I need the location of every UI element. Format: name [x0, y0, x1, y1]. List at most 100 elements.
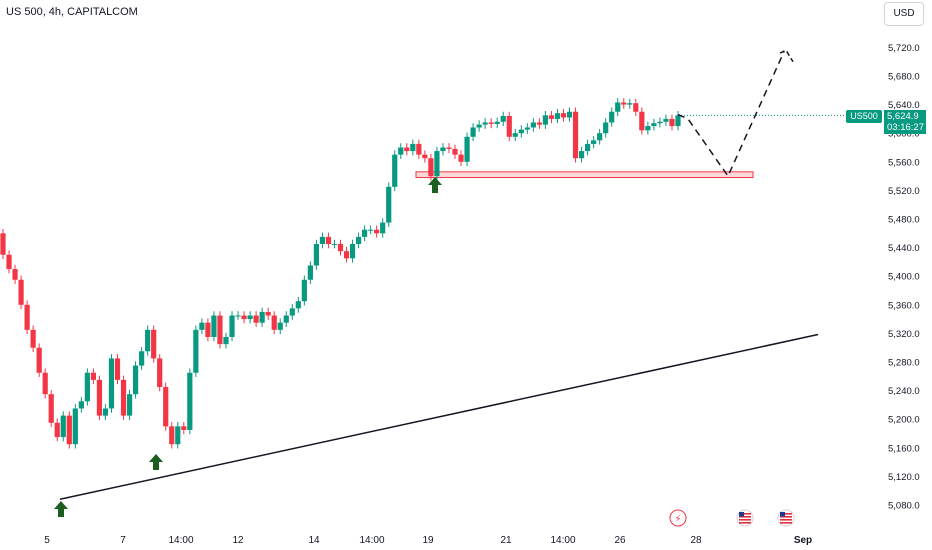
candle-body — [72, 408, 78, 445]
lightning-glyph: ⚡ — [674, 514, 681, 525]
candle-body — [380, 222, 386, 234]
flag-canton — [780, 512, 785, 517]
ticker-label: US500 — [846, 110, 882, 123]
support-arrows — [54, 177, 442, 517]
candle-body — [621, 102, 627, 105]
candle-body — [163, 387, 169, 427]
candle-body — [657, 121, 663, 124]
candle-body — [542, 115, 549, 125]
y-tick-label: 5,680.0 — [888, 72, 920, 83]
candle-body — [313, 244, 319, 266]
candle-body — [645, 126, 651, 131]
event-markers: ⚡ — [669, 509, 795, 527]
flag-stripe — [739, 519, 751, 521]
x-tick-label: 5 — [44, 535, 50, 546]
candle-body — [187, 372, 193, 430]
candle-body — [271, 315, 277, 330]
candle-body — [343, 251, 350, 259]
y-tick-label: 5,720.0 — [888, 43, 920, 54]
flag-stripe — [780, 522, 792, 524]
x-axis: 5 7 14:00 12 14 14:00 19 21 14:00 26 28 Sep — [44, 535, 812, 546]
y-tick-label: 5,080.0 — [888, 501, 920, 512]
candle-body — [536, 122, 542, 125]
candle-body — [175, 426, 181, 445]
x-tick-label: 14:00 — [168, 535, 193, 546]
y-tick-label: 5,440.0 — [888, 243, 920, 254]
x-tick-label: 14:00 — [359, 535, 384, 546]
candle-body — [223, 336, 229, 345]
candle-body — [518, 129, 524, 134]
candle-body — [386, 186, 392, 223]
projection-arrowhead — [779, 49, 794, 63]
last-price: 5,624.9 — [887, 111, 919, 122]
candle-body — [277, 322, 283, 330]
support-zone-box — [415, 171, 754, 179]
candle-body — [597, 133, 603, 141]
candle-body — [283, 315, 289, 323]
candle-body — [66, 415, 72, 445]
y-tick-label: 5,120.0 — [888, 472, 920, 483]
candle-body — [374, 229, 380, 234]
candle-body — [488, 122, 494, 124]
candle-body — [500, 116, 506, 122]
flag-stripe — [780, 519, 792, 521]
candle-body — [603, 122, 609, 134]
candle-body — [0, 233, 6, 255]
candle-body — [151, 329, 157, 359]
flag-stripe — [780, 516, 792, 518]
candle-body — [307, 265, 313, 280]
candle-body — [410, 143, 416, 152]
candle-body — [627, 103, 633, 105]
candle-body — [578, 151, 585, 159]
up-arrow-icon — [428, 177, 442, 193]
candle-body — [331, 244, 338, 246]
x-tick-label: 14:00 — [550, 535, 575, 546]
x-tick-label: 19 — [422, 535, 434, 546]
candle-body — [669, 118, 675, 127]
y-tick-label: 5,600.0 — [888, 129, 920, 140]
candle-body — [199, 322, 205, 330]
candle-body — [12, 269, 18, 280]
x-tick-label: 21 — [500, 535, 512, 546]
candle-body — [193, 329, 199, 373]
flag-stripe — [739, 522, 751, 524]
flag-stripe — [739, 516, 751, 518]
x-tick-label: 26 — [614, 535, 626, 546]
candle-body — [440, 147, 446, 152]
candle-body — [548, 115, 555, 119]
candle-body — [512, 133, 518, 137]
currency-button[interactable]: USD — [884, 2, 924, 26]
candle-body — [18, 279, 24, 305]
candle-body — [428, 158, 434, 177]
candle-body — [530, 122, 536, 128]
candle-body — [368, 229, 374, 231]
candle-body — [60, 415, 66, 438]
candle-body — [120, 379, 127, 416]
candle-body — [464, 136, 470, 162]
candle-body — [289, 308, 295, 316]
candle-body — [663, 118, 669, 122]
candle-body — [235, 315, 241, 317]
candle-body — [265, 311, 271, 316]
candle-body — [84, 372, 90, 402]
candle-body — [42, 372, 48, 395]
candle-body — [609, 111, 615, 123]
candle-body — [325, 236, 332, 245]
candle-body — [126, 394, 133, 416]
y-tick-label: 5,280.0 — [888, 358, 920, 369]
candle-body — [48, 394, 54, 423]
candle-body — [337, 244, 344, 252]
candle-body — [108, 358, 115, 409]
candle-body — [229, 315, 235, 337]
candle-body — [675, 115, 681, 127]
candle-body — [422, 154, 428, 159]
candle-body — [253, 315, 259, 323]
candle-body — [54, 422, 60, 438]
trendline — [59, 333, 819, 501]
candle-body — [181, 426, 187, 430]
x-tick-label: 12 — [232, 535, 244, 546]
y-tick-label: 5,360.0 — [888, 300, 920, 311]
candle-body — [494, 121, 500, 124]
candle-body — [639, 111, 645, 131]
